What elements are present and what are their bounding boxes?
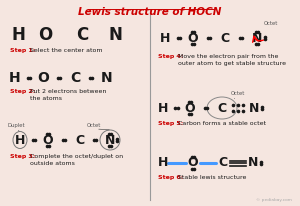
Text: Put 2 electrons between: Put 2 electrons between (30, 89, 106, 94)
Text: C: C (76, 26, 88, 44)
Text: H: H (158, 102, 168, 115)
Text: H: H (11, 26, 25, 44)
Text: Step 2:: Step 2: (10, 89, 35, 94)
Text: Step 4:: Step 4: (158, 54, 183, 59)
Text: Octet: Octet (87, 123, 101, 128)
Text: Lewis structure of HOCN: Lewis structure of HOCN (78, 7, 222, 17)
Text: Step 1:: Step 1: (10, 48, 35, 53)
Text: C: C (218, 102, 226, 115)
Text: Octet: Octet (264, 21, 278, 26)
Text: O: O (38, 26, 52, 44)
Text: Select the center atom: Select the center atom (30, 48, 103, 53)
Text: Carbon forms a stable octet: Carbon forms a stable octet (178, 121, 266, 126)
Text: outer atom to get stable structure: outer atom to get stable structure (178, 61, 286, 66)
Text: N: N (108, 26, 122, 44)
Text: Step 6:: Step 6: (158, 175, 183, 180)
Text: Step 3:: Step 3: (10, 154, 35, 159)
Text: C: C (70, 71, 80, 85)
Text: H: H (158, 157, 168, 170)
Text: Complete the octet/duplet on: Complete the octet/duplet on (30, 154, 123, 159)
Text: Duplet: Duplet (7, 123, 25, 128)
Text: Octet: Octet (231, 91, 245, 96)
Text: N: N (249, 102, 259, 115)
Text: O: O (43, 133, 53, 146)
Text: N: N (248, 157, 258, 170)
Text: N: N (252, 32, 262, 44)
Text: H: H (15, 133, 25, 146)
Text: Stable lewis structure: Stable lewis structure (178, 175, 246, 180)
Text: H: H (9, 71, 21, 85)
Text: N: N (105, 133, 115, 146)
Text: O: O (185, 102, 195, 115)
Text: © pediabay.com: © pediabay.com (256, 198, 292, 202)
Text: C: C (220, 32, 230, 44)
Text: the atoms: the atoms (30, 96, 62, 101)
Text: C: C (75, 133, 85, 146)
Text: O: O (188, 157, 198, 170)
Text: N: N (101, 71, 113, 85)
Text: O: O (188, 32, 198, 44)
Text: H: H (160, 32, 170, 44)
Text: Move the electron pair from the: Move the electron pair from the (178, 54, 278, 59)
Text: Step 5:: Step 5: (158, 121, 183, 126)
Text: C: C (218, 157, 228, 170)
Text: O: O (37, 71, 49, 85)
Text: outside atoms: outside atoms (30, 161, 75, 166)
